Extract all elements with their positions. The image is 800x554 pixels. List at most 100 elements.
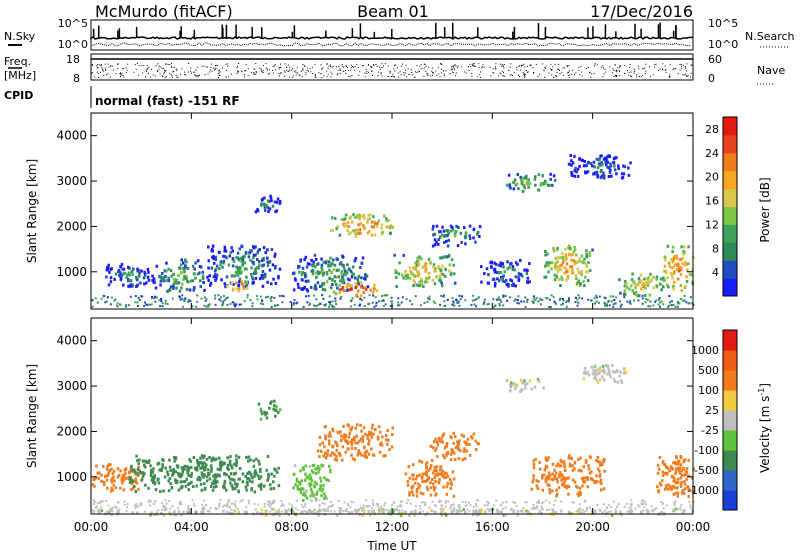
echo-cell bbox=[275, 470, 279, 474]
echo-cell bbox=[214, 255, 217, 259]
echo-cell bbox=[652, 304, 655, 307]
echo-cell bbox=[266, 500, 269, 503]
echo-cell bbox=[506, 267, 509, 271]
nave-dot bbox=[379, 66, 381, 68]
echo-cell bbox=[428, 295, 431, 298]
echo-cell bbox=[596, 455, 600, 459]
echo-cell bbox=[106, 486, 109, 490]
nave-dot bbox=[262, 69, 264, 71]
nave-dot bbox=[451, 68, 453, 70]
velocity-colorbar-label-main: Velocity [m s bbox=[758, 396, 772, 473]
echo-cell bbox=[347, 284, 351, 288]
echo-cell bbox=[405, 501, 408, 504]
echo-cell bbox=[434, 448, 437, 452]
echo-cell bbox=[542, 501, 545, 504]
echo-cell bbox=[318, 488, 321, 492]
nave-dot bbox=[102, 68, 104, 70]
echo-cell bbox=[353, 436, 356, 440]
nave-dot bbox=[424, 67, 426, 69]
nave-dot bbox=[176, 68, 178, 70]
echo-cell bbox=[280, 504, 283, 507]
echo-cell bbox=[187, 473, 190, 477]
echo-cell bbox=[483, 510, 487, 514]
echo-cell bbox=[445, 239, 448, 243]
echo-cell bbox=[230, 466, 234, 470]
nave-dot bbox=[191, 72, 193, 74]
echo-cell bbox=[311, 510, 314, 512]
nave-dot bbox=[278, 67, 280, 69]
echo-cell bbox=[558, 264, 562, 268]
echo-cell bbox=[177, 474, 181, 478]
echo-cell bbox=[379, 505, 382, 508]
echo-cell bbox=[124, 476, 128, 480]
nave-dot bbox=[681, 65, 682, 67]
echo-cell bbox=[171, 473, 174, 477]
echo-cell bbox=[497, 263, 501, 267]
echo-cell bbox=[673, 508, 676, 511]
echo-cell bbox=[366, 217, 370, 221]
echo-cell bbox=[357, 289, 360, 293]
echo-cell bbox=[217, 250, 221, 254]
echo-cell bbox=[342, 278, 345, 282]
echo-cell bbox=[377, 300, 380, 303]
echo-cell bbox=[355, 434, 358, 438]
echo-cell bbox=[181, 294, 184, 297]
echo-cell bbox=[460, 240, 463, 244]
echo-cell bbox=[671, 260, 675, 264]
echo-cell bbox=[418, 280, 421, 284]
echo-cell bbox=[362, 506, 365, 509]
echo-cell bbox=[225, 284, 229, 288]
echo-cell bbox=[444, 505, 447, 508]
echo-cell bbox=[144, 465, 147, 469]
echo-cell bbox=[191, 305, 194, 308]
echo-cell bbox=[571, 161, 575, 165]
echo-cell bbox=[438, 274, 441, 278]
echo-cell bbox=[463, 447, 466, 451]
echo-cell bbox=[298, 270, 301, 274]
echo-cell bbox=[633, 292, 636, 295]
nave-dot bbox=[440, 63, 442, 65]
echo-cell bbox=[390, 300, 393, 303]
echo-cell bbox=[202, 508, 205, 511]
echo-cell bbox=[346, 263, 349, 267]
echo-cell bbox=[590, 365, 593, 369]
echo-cell bbox=[503, 280, 506, 284]
echo-cell bbox=[197, 463, 201, 467]
echo-cell bbox=[526, 281, 529, 284]
echo-cell bbox=[658, 482, 662, 485]
echo-cell bbox=[576, 167, 580, 171]
echo-cell bbox=[433, 238, 437, 242]
echo-cell bbox=[271, 263, 275, 267]
echo-cell bbox=[399, 513, 403, 517]
echo-cell bbox=[257, 402, 261, 406]
echo-cell bbox=[256, 474, 260, 478]
nave-dot bbox=[664, 65, 666, 67]
nave-dot bbox=[109, 76, 111, 78]
echo-cell bbox=[617, 167, 620, 170]
echo-cell bbox=[575, 510, 578, 513]
nave-dot bbox=[291, 76, 293, 78]
echo-cell bbox=[425, 461, 429, 465]
echo-cell bbox=[401, 296, 404, 299]
echo-cell bbox=[681, 262, 684, 266]
nave-dot bbox=[157, 69, 159, 71]
nave-dot bbox=[686, 70, 688, 72]
nave-dot bbox=[629, 66, 631, 68]
nave-dot bbox=[594, 63, 596, 65]
echo-cell bbox=[242, 261, 245, 265]
echo-cell bbox=[212, 275, 216, 279]
colorbar-block bbox=[723, 117, 737, 136]
echo-cell bbox=[245, 455, 248, 459]
echo-cell bbox=[244, 280, 247, 284]
echo-cell bbox=[91, 509, 94, 512]
echo-cell bbox=[486, 303, 489, 306]
echo-cell bbox=[415, 494, 419, 498]
echo-cell bbox=[152, 277, 156, 281]
echo-cell bbox=[372, 290, 375, 294]
echo-cell bbox=[230, 281, 234, 285]
echo-cell bbox=[272, 480, 275, 484]
nave-dot bbox=[306, 70, 308, 71]
echo-cell bbox=[309, 494, 312, 498]
nave-dot bbox=[679, 64, 681, 65]
echo-cell bbox=[597, 301, 600, 304]
